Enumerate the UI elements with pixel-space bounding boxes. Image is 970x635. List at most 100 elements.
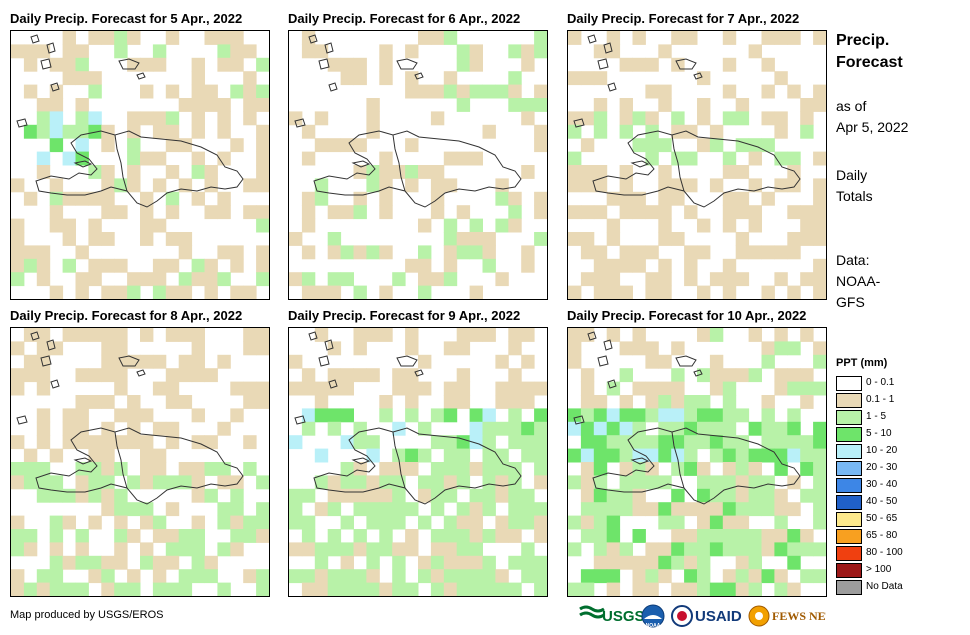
precip-cell bbox=[748, 245, 762, 260]
precip-cell bbox=[722, 448, 737, 463]
precip-cell bbox=[101, 191, 115, 206]
precip-cell bbox=[114, 381, 128, 396]
precip-cell bbox=[379, 529, 393, 543]
precip-cell bbox=[774, 421, 788, 436]
coastline-outline bbox=[573, 331, 801, 505]
precip-cell bbox=[49, 84, 64, 99]
precip-cell bbox=[632, 31, 646, 45]
precip-cell bbox=[632, 555, 646, 570]
land-outline bbox=[693, 72, 703, 80]
precip-cell bbox=[443, 272, 458, 287]
precip-cell bbox=[619, 368, 633, 383]
precip-cell bbox=[314, 475, 329, 490]
precip-cell bbox=[580, 328, 595, 342]
precip-cell bbox=[593, 245, 608, 260]
precip-cell bbox=[593, 515, 608, 530]
precip-cell bbox=[521, 328, 535, 342]
precip-cell bbox=[508, 502, 522, 517]
precip-cell bbox=[418, 84, 432, 99]
precip-cell bbox=[671, 462, 685, 476]
precip-cell bbox=[301, 44, 316, 59]
precip-cell bbox=[593, 258, 608, 273]
precip-cell bbox=[593, 462, 608, 476]
precip-cell bbox=[88, 218, 102, 233]
precip-cell bbox=[418, 31, 432, 45]
precip-cell bbox=[101, 232, 115, 246]
precip-cell bbox=[658, 569, 672, 584]
legend-label: 0.1 - 1 bbox=[866, 394, 895, 405]
precip-cell bbox=[761, 475, 775, 490]
precip-cell bbox=[152, 529, 167, 543]
precip-cell bbox=[191, 515, 205, 530]
precip-cell bbox=[75, 395, 89, 409]
precip-cell bbox=[606, 555, 621, 570]
precip-cell bbox=[697, 462, 711, 476]
precip-cell bbox=[301, 488, 316, 503]
coastline-outline bbox=[16, 34, 244, 208]
precip-cell bbox=[101, 421, 115, 436]
precip-cell bbox=[684, 569, 698, 584]
precip-cell bbox=[101, 258, 115, 273]
precip-cell bbox=[482, 475, 496, 490]
precip-cell bbox=[101, 124, 115, 139]
precip-cell bbox=[152, 151, 167, 166]
precip-cell bbox=[787, 151, 801, 166]
precip-cell bbox=[534, 31, 547, 45]
usaid-logo: USAID bbox=[670, 603, 746, 629]
precip-cell bbox=[508, 529, 522, 543]
country-border bbox=[114, 134, 128, 192]
precip-cell bbox=[619, 205, 633, 220]
precip-cell bbox=[521, 245, 535, 260]
precip-cell bbox=[75, 368, 89, 383]
precip-cell bbox=[606, 232, 621, 246]
precip-cell bbox=[593, 555, 608, 570]
precip-cell bbox=[684, 258, 698, 273]
precip-cell bbox=[495, 488, 509, 503]
precip-cell bbox=[114, 502, 128, 517]
precip-cell bbox=[800, 98, 814, 112]
precip-cell bbox=[327, 368, 342, 383]
land-outline bbox=[40, 355, 52, 367]
precip-cell bbox=[49, 205, 64, 220]
precip-grid bbox=[289, 31, 547, 299]
precip-cell bbox=[301, 245, 316, 260]
precip-cell bbox=[593, 408, 608, 423]
precip-cell bbox=[23, 84, 38, 99]
precip-cell bbox=[658, 502, 672, 517]
precip-cell bbox=[645, 245, 659, 260]
precip-cell bbox=[178, 98, 193, 112]
precip-cell bbox=[709, 381, 724, 396]
precip-cell bbox=[735, 462, 750, 476]
precip-cell bbox=[619, 475, 633, 490]
panel-title-apr8: Daily Precip. Forecast for 8 Apr., 2022 bbox=[10, 308, 243, 323]
precip-cell bbox=[658, 84, 672, 99]
precip-cell bbox=[289, 272, 303, 287]
precip-cell bbox=[813, 475, 826, 490]
precip-cell bbox=[671, 555, 685, 570]
precip-cell bbox=[645, 502, 659, 517]
precip-cell bbox=[62, 151, 76, 166]
precip-cell bbox=[140, 448, 154, 463]
precip-cell bbox=[709, 354, 724, 369]
precip-cell bbox=[619, 502, 633, 517]
precip-cell bbox=[443, 245, 458, 260]
precip-cell bbox=[658, 448, 672, 463]
precip-cell bbox=[568, 328, 582, 342]
data-source: Data: NOAA- GFS bbox=[836, 252, 881, 310]
precip-cell bbox=[127, 272, 141, 287]
precip-cell bbox=[301, 582, 316, 596]
precip-cell bbox=[405, 502, 419, 517]
precip-cell bbox=[761, 408, 775, 423]
precip-cell bbox=[101, 502, 115, 517]
precip-cell bbox=[774, 124, 788, 139]
precip-cell bbox=[36, 98, 51, 112]
precip-cell bbox=[606, 218, 621, 233]
precip-cell bbox=[36, 272, 51, 287]
precip-cell bbox=[36, 381, 51, 396]
precip-cell bbox=[456, 44, 471, 59]
precip-grid bbox=[568, 31, 826, 299]
precip-cell bbox=[684, 421, 698, 436]
precip-cell bbox=[748, 151, 762, 166]
precip-cell bbox=[327, 272, 342, 287]
precip-cell bbox=[256, 151, 269, 166]
